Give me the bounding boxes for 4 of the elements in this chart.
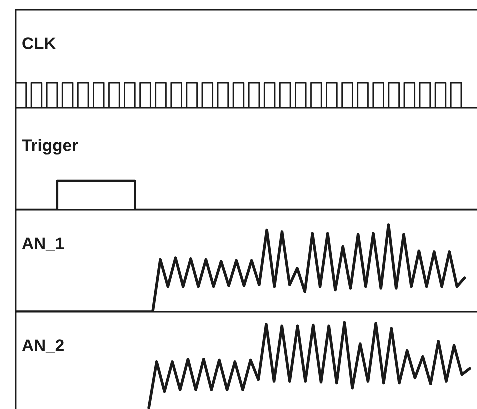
text: AN_2 <box>22 340 64 354</box>
text: AN_1 <box>22 238 64 252</box>
chart-title: CLK <box>22 38 56 50</box>
chart-title: Trigger <box>22 139 78 155</box>
